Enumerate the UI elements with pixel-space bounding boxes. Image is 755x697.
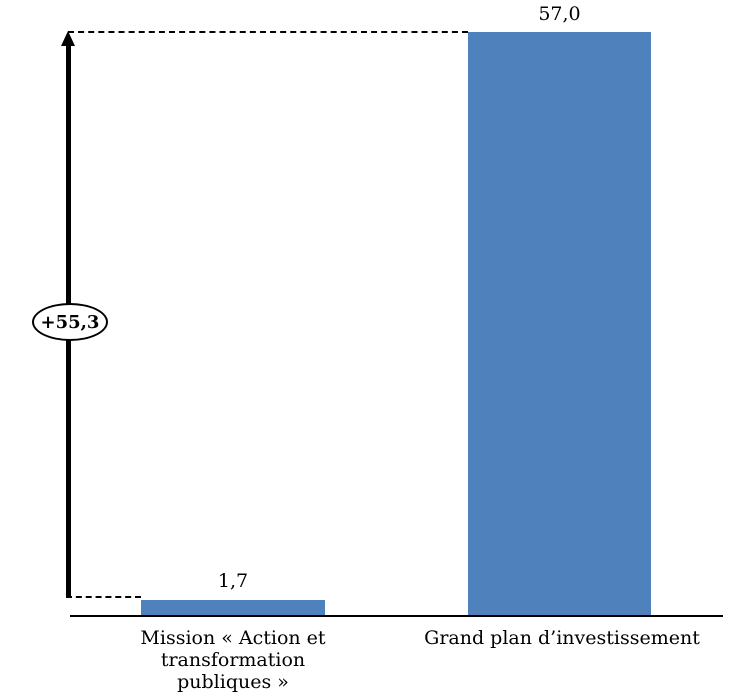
delta-badge-label: +55,3 [40,311,100,333]
dashed-guide-top [68,31,468,33]
bar-grand-plan [468,32,651,617]
value-label-mission: 1,7 [217,570,249,592]
bar-mission [141,600,325,617]
delta-arrow-head-icon [61,31,75,46]
category-label-mission: Mission « Action et transformation publi… [140,627,326,693]
x-axis-line [70,615,723,617]
value-label-grand-plan: 57,0 [538,3,581,25]
delta-badge: +55,3 [32,303,108,341]
category-label-grand-plan: Grand plan d’investissement [424,627,700,649]
dashed-guide-bottom [66,596,141,598]
